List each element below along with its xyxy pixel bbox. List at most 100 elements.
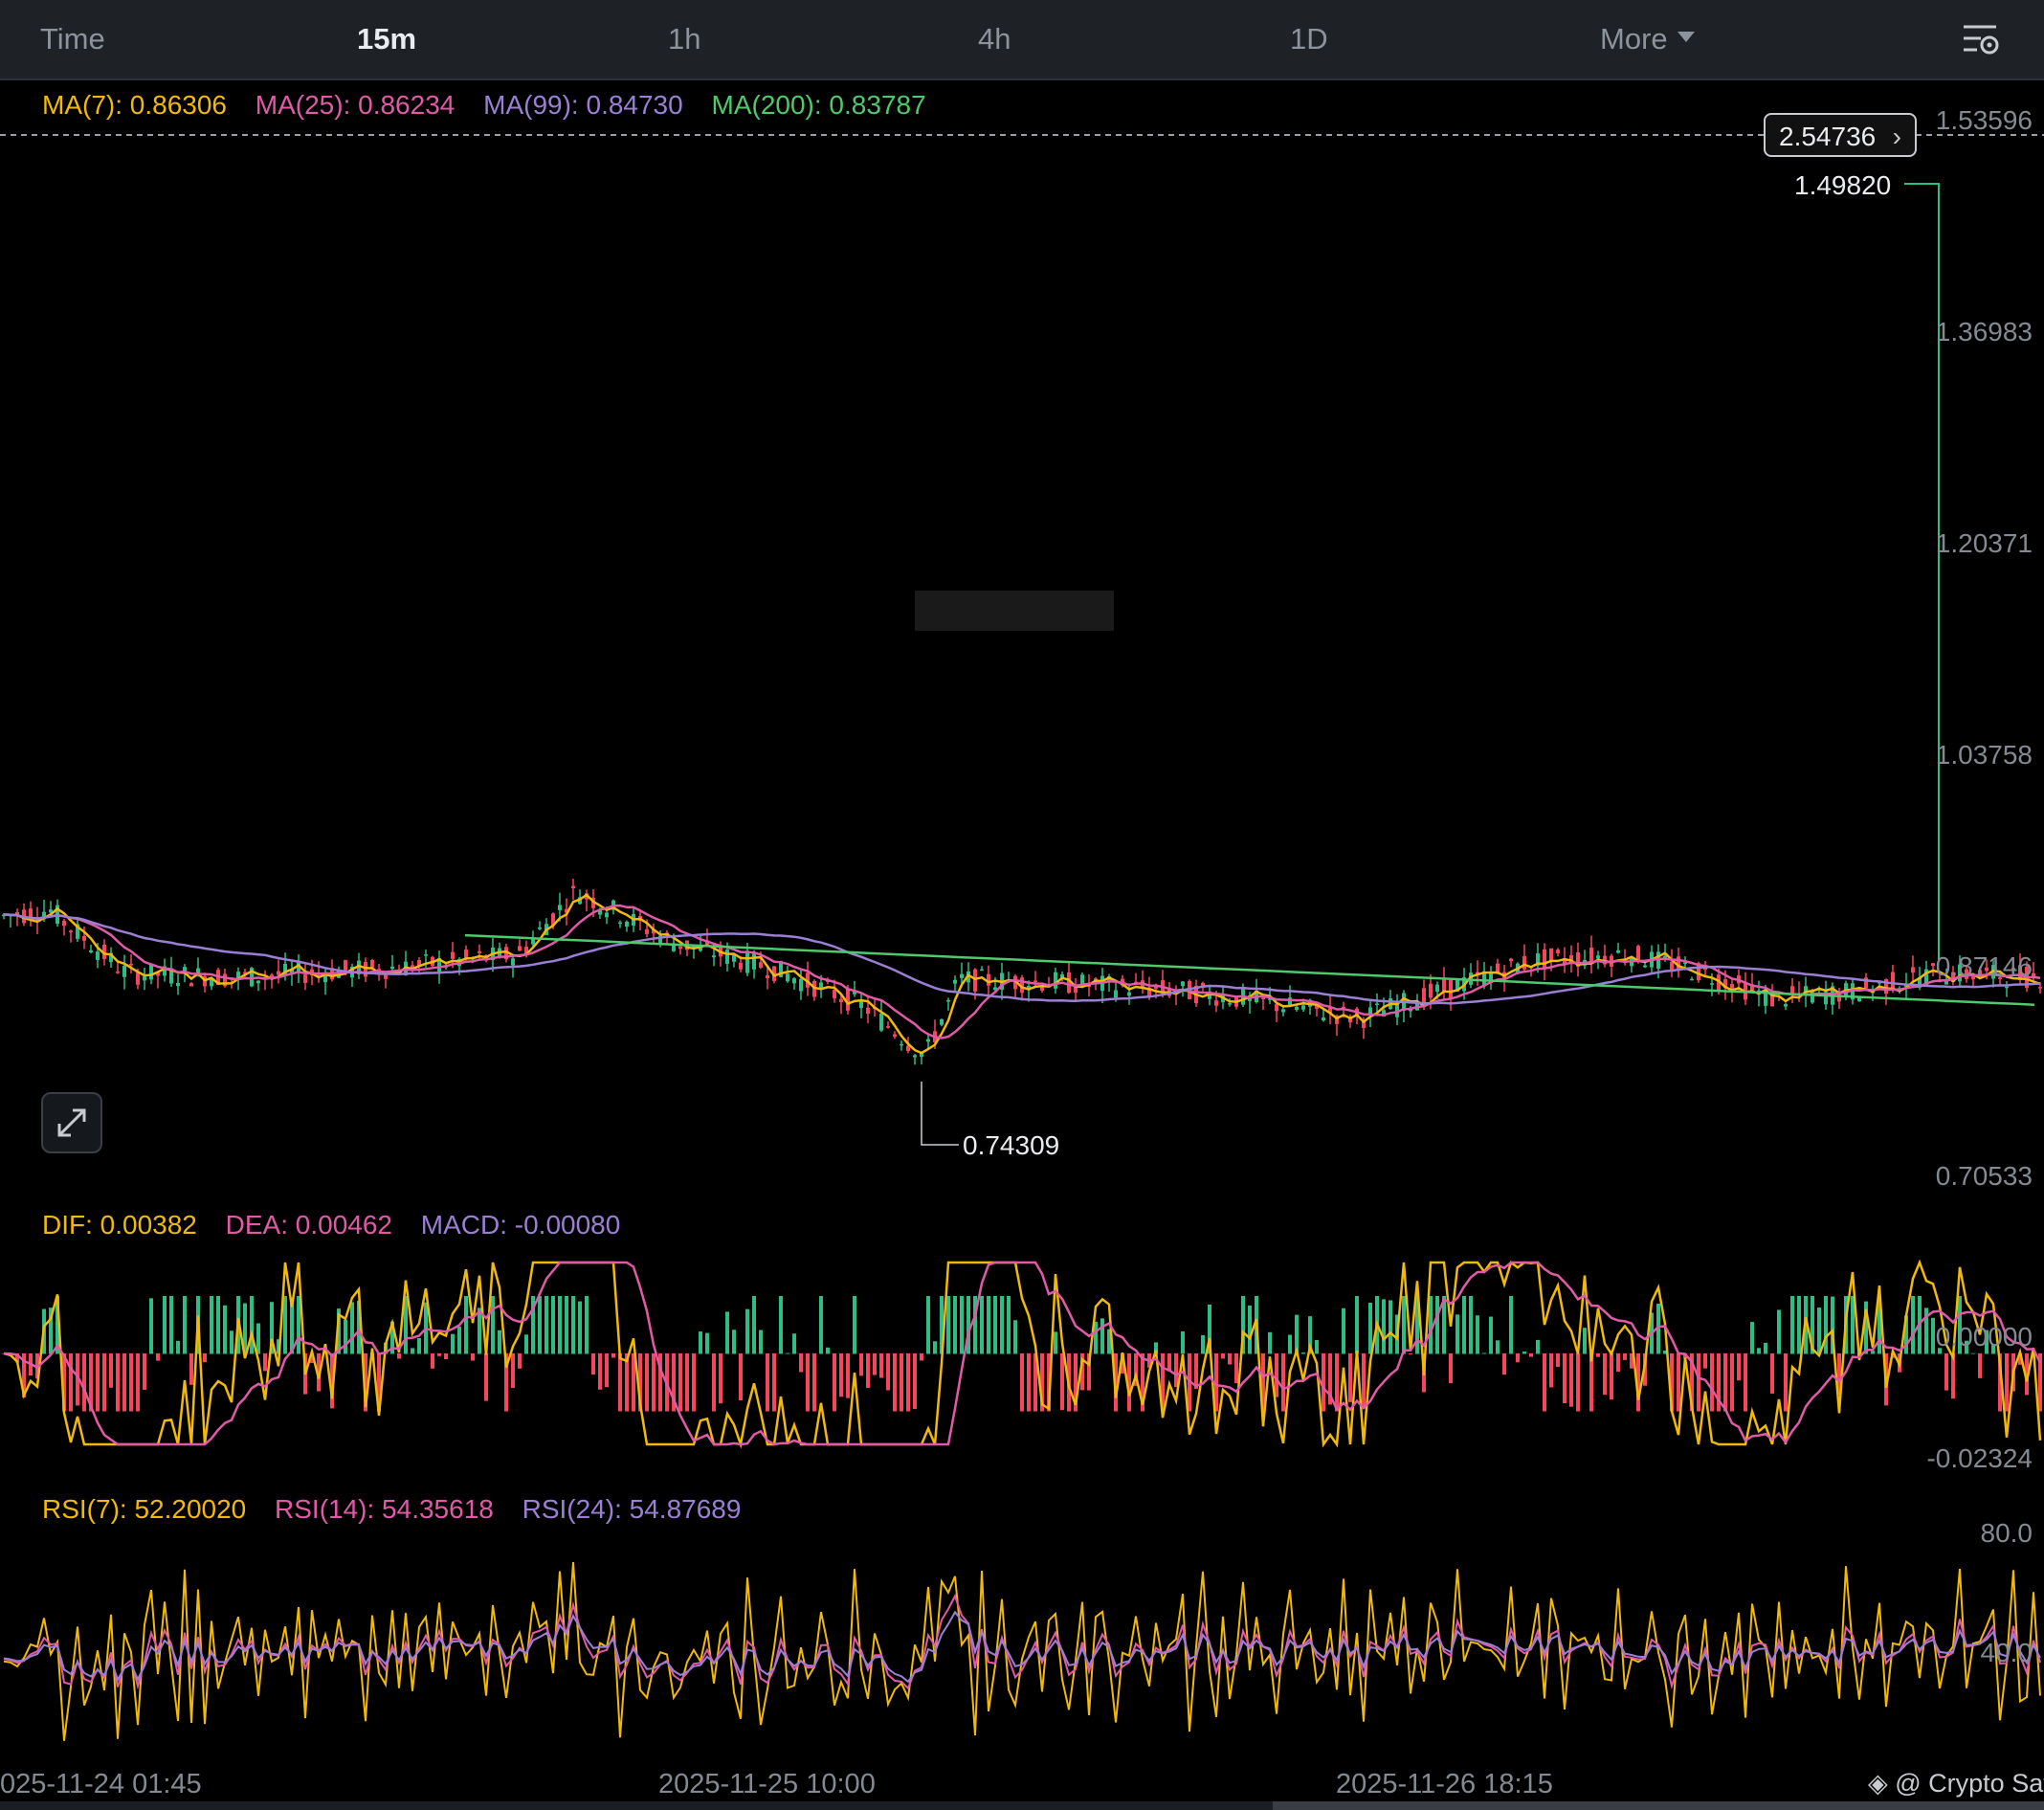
macd-histogram-bar (431, 1353, 434, 1369)
macd-histogram-bar (1462, 1296, 1466, 1354)
rsi24-line (3, 1610, 2041, 1684)
macd-histogram-bar (1348, 1353, 1352, 1402)
candle-body (1683, 962, 1687, 964)
candle-body (163, 966, 167, 976)
candle-body (1368, 1007, 1372, 1016)
expand-chart-button[interactable] (41, 1092, 102, 1153)
macd-histogram-bar (1864, 1301, 1868, 1354)
macd-histogram-bar (2025, 1353, 2029, 1396)
macd-histogram-bar (1670, 1353, 1674, 1412)
candle-body (725, 950, 729, 965)
chart-settings-icon[interactable] (1960, 19, 2002, 61)
macd-histogram-bar (732, 1330, 736, 1354)
candle-body (1978, 970, 1982, 977)
candle-body (384, 972, 388, 979)
candle-body (605, 912, 609, 918)
macd-histogram-bar (364, 1353, 367, 1412)
macd-histogram-bar (1583, 1328, 1587, 1354)
macd-histogram-bar (906, 1353, 910, 1412)
macd-histogram-bar (585, 1296, 589, 1354)
tab-time[interactable]: Time (40, 22, 105, 56)
macd-histogram-bar (538, 1296, 542, 1354)
candle-body (1281, 1009, 1285, 1013)
ma-legend: MA(7): 0.86306 MA(25): 0.86234 MA(99): 0… (42, 90, 947, 121)
macd-histogram-bar (946, 1296, 950, 1354)
macd-histogram-bar (1054, 1331, 1057, 1354)
candle-body (1677, 956, 1680, 972)
macd-histogram-bar (183, 1296, 187, 1354)
tab-1d[interactable]: 1D (1290, 22, 1328, 56)
candle-body (1147, 987, 1151, 996)
macd-histogram-bar (1931, 1317, 1935, 1354)
dea-line (3, 1261, 2042, 1446)
candle-body (538, 927, 542, 929)
macd-histogram-bar (598, 1353, 602, 1390)
macd-histogram-bar (1764, 1342, 1767, 1354)
candle-body (618, 922, 622, 925)
macd-histogram-bar (357, 1300, 361, 1354)
macd-histogram-bar (1851, 1296, 1855, 1354)
candle-body (786, 973, 789, 982)
macd-histogram-bar (879, 1353, 883, 1378)
candle-body (1918, 976, 1922, 988)
candle-body (122, 965, 126, 977)
macd-histogram-bar (1710, 1353, 1714, 1412)
macd-histogram-bar (1013, 1320, 1017, 1354)
candle-body (960, 973, 964, 978)
macd-histogram-bar (873, 1353, 877, 1375)
macd-histogram-bar (1824, 1296, 1828, 1354)
candle-body (1616, 950, 1620, 953)
candle-body (792, 978, 796, 984)
timeframe-toolbar: Time 15m 1h 4h 1D More (0, 0, 2044, 80)
macd-histogram-bar (1663, 1351, 1667, 1354)
candle-body (1442, 978, 1446, 993)
macd-histogram-bar (1750, 1322, 1754, 1354)
candle-body (1877, 981, 1881, 984)
candle-body (243, 972, 247, 974)
last-price-badge[interactable]: 2.54736 › (1764, 113, 1917, 157)
macd-histogram-bar (1402, 1296, 1406, 1354)
macd-histogram-bar (270, 1302, 274, 1354)
candle-body (1449, 979, 1453, 999)
macd-histogram-bar (1502, 1353, 1506, 1375)
macd-histogram-bar (129, 1353, 133, 1412)
macd-histogram-bar (638, 1353, 642, 1412)
macd-histogram-bar (846, 1353, 850, 1398)
tab-more[interactable]: More (1600, 19, 1695, 59)
candle-body (1496, 963, 1500, 973)
macd-histogram-bar (344, 1319, 347, 1354)
candle-body (323, 974, 327, 983)
candle-body (1556, 950, 1560, 953)
candle-body (1884, 979, 1888, 994)
candle-body (1663, 955, 1667, 959)
candle-body (565, 908, 568, 913)
rsi-tick: 40.0 (1980, 1638, 2033, 1667)
candle-body (1703, 967, 1707, 971)
candle-body (625, 921, 629, 927)
candle-body (210, 979, 213, 987)
tab-15m[interactable]: 15m (357, 22, 417, 56)
candle-body (1697, 963, 1700, 981)
ma25-line (3, 904, 2041, 1039)
macd-histogram-bar (471, 1353, 475, 1361)
tab-4h[interactable]: 4h (978, 22, 1011, 56)
timeline-scrollbar[interactable] (1273, 1801, 2044, 1810)
macd-histogram-bar (1382, 1299, 1386, 1354)
high-price-label: 1.49820 (1794, 170, 1892, 200)
macd-histogram-bar (1208, 1304, 1211, 1354)
candle-body (672, 943, 676, 951)
macd-histogram-bar (1623, 1353, 1627, 1360)
candle-body (1911, 967, 1915, 973)
macd-histogram-bar (1194, 1353, 1198, 1389)
macd-histogram-bar (1717, 1353, 1721, 1412)
candle-body (1228, 1003, 1232, 1005)
price-tick: 0.87146 (1935, 951, 2033, 981)
macd-histogram-bar (223, 1305, 227, 1354)
candle-body (1288, 997, 1292, 1007)
macd-histogram-bar (156, 1353, 160, 1361)
macd-histogram-bar (625, 1353, 629, 1412)
macd-histogram-bar (243, 1303, 247, 1354)
tab-1h[interactable]: 1h (668, 22, 701, 56)
macd-histogram-bar (752, 1296, 756, 1354)
